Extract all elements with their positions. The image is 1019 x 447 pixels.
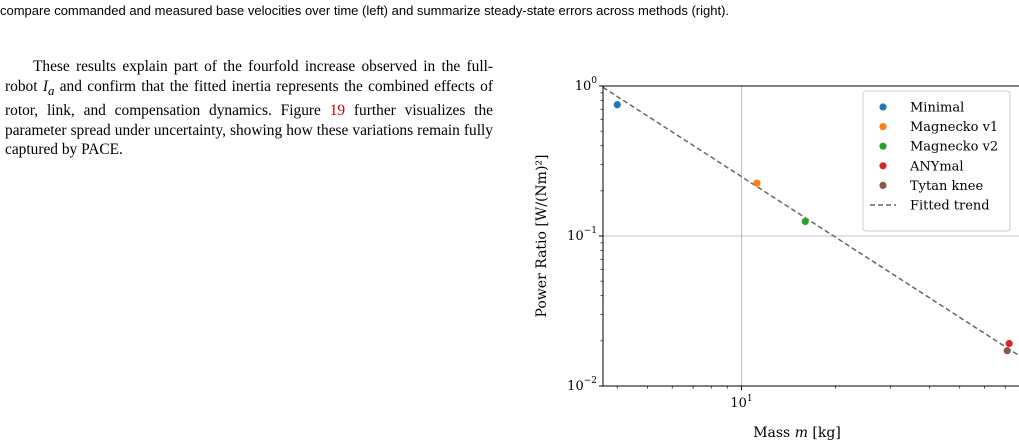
legend-marker <box>879 142 887 150</box>
paragraph-part1: These results explain part of the fourfo… <box>5 58 493 95</box>
legend-marker <box>879 123 887 131</box>
paragraph-part3: further visualizes the parameter spread … <box>5 102 493 159</box>
data-point-magnecko-v2 <box>801 217 809 226</box>
legend-label: Tytan knee <box>910 179 983 194</box>
legend-entries: Minimal Magnecko v1 Magnecko v2 ANYmal Tytan… <box>870 101 998 214</box>
body-paragraph: These results explain part of the fourfo… <box>5 57 493 159</box>
grid-lines <box>603 86 1019 386</box>
y-axis-label: Power Ratio [W/(Nm)²] <box>534 155 550 318</box>
legend-label: Fitted trend <box>910 199 990 214</box>
figure-reference-link[interactable]: 19 <box>329 102 346 120</box>
x-axis-label: Mass m [kg] <box>753 425 841 441</box>
axis-ticks: 101 100 10−1 10−2 <box>567 76 1006 411</box>
power-ratio-chart: 101 100 10−1 10−2 Power Ratio [W/(Nm)²] Mas… <box>534 76 1019 441</box>
legend-label: Magnecko v1 <box>910 120 998 135</box>
data-point-minimal <box>613 101 621 109</box>
data-point-anymal <box>1005 339 1013 348</box>
paragraph-part2: and confirm that the fitted inertia repr… <box>5 77 493 120</box>
legend-marker <box>879 181 887 189</box>
inertia-subscript: a <box>47 83 55 98</box>
legend-marker <box>879 103 887 111</box>
legend-label: Minimal <box>910 101 964 116</box>
data-point-magnecko-v1 <box>753 179 761 187</box>
legend-label: Magnecko v2 <box>910 140 998 155</box>
legend-box <box>862 90 1011 232</box>
x-axis-label-text: Mass <box>753 425 795 441</box>
figure-caption-tail: compare commanded and measured base velo… <box>0 3 730 18</box>
data-point-tytan-knee <box>1003 347 1011 355</box>
legend-label: ANYmal <box>909 159 964 174</box>
x-axis-label-symbol: m <box>795 425 808 441</box>
x-axis-label-unit: [kg] <box>808 425 841 441</box>
legend: Minimal Magnecko v1 Magnecko v2 ANYmal Tytan… <box>862 90 1011 232</box>
y-tick-label: 10−1 <box>567 226 597 244</box>
y-tick-label: 100 <box>575 76 598 94</box>
data-points <box>613 101 1013 355</box>
y-tick-label: 10−2 <box>567 376 597 394</box>
x-tick-label: 101 <box>730 394 752 411</box>
fitted-trend-line <box>602 86 1019 357</box>
inertia-symbol: I <box>42 77 48 95</box>
legend-marker <box>879 162 887 170</box>
